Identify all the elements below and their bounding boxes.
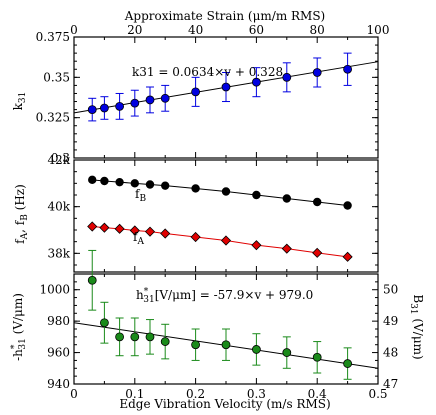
h31-point xyxy=(100,318,109,328)
top-tick-label: 60 xyxy=(249,23,264,37)
fB-line xyxy=(92,179,348,206)
fB-point xyxy=(343,201,352,210)
fB-point xyxy=(313,197,322,207)
h31-annotation: h* 31[V/μm] = -57.9×v + 979.0 xyxy=(136,287,313,305)
y2-tick-label: 49 xyxy=(383,314,398,328)
h31-point xyxy=(87,275,97,285)
fA-point xyxy=(114,223,125,234)
y-tick-label: 38k xyxy=(47,246,70,260)
fB-label: fB xyxy=(135,187,146,204)
fA-point xyxy=(190,231,201,243)
fB-point xyxy=(191,184,200,193)
h31-point xyxy=(312,352,322,362)
tick-labels: 0 0.1 0.2 0.3 0.4 0.5 0 20 40 60 80 100 0.3 0.325 0.35… xyxy=(36,23,399,401)
fA-point xyxy=(144,226,156,237)
fA-point xyxy=(312,247,323,258)
k31-annotation: k31 = 0.0634×v + 0.328 xyxy=(132,65,283,79)
x-tick-label: 0.3 xyxy=(247,387,266,401)
k31-point xyxy=(160,93,170,103)
fB-point xyxy=(115,177,124,187)
y-tick-label: 0.35 xyxy=(43,70,70,84)
y2-tick-label: 47 xyxy=(383,377,398,391)
k31-ylabel: k31 xyxy=(11,92,28,111)
fA-point xyxy=(87,221,98,232)
x-tick-label: 0.5 xyxy=(368,387,387,401)
h31-point xyxy=(160,337,170,346)
k31-point xyxy=(221,82,231,92)
y-tick-label: 0.325 xyxy=(36,111,70,125)
y-tick-label: 0.3 xyxy=(51,151,70,165)
x-tick-label: 0 xyxy=(70,387,78,401)
k31-point xyxy=(251,77,261,87)
fB-point xyxy=(130,179,139,188)
fA-point xyxy=(99,222,110,233)
k31-point xyxy=(282,72,292,82)
k31-point xyxy=(145,95,155,105)
fA-point xyxy=(129,225,140,236)
fA-point xyxy=(160,228,171,239)
k31-point xyxy=(343,64,353,74)
top-tick-label: 80 xyxy=(310,23,325,37)
k31-point xyxy=(87,105,97,114)
top-tick-label: 0 xyxy=(70,23,78,37)
h31-point xyxy=(191,340,201,350)
fB-point xyxy=(100,176,109,186)
x-axis-title: Edge Vibration Velocity (m/s RMS) xyxy=(119,397,330,411)
B31-ylabel: B31 (V/μm) xyxy=(408,294,425,359)
top-tick-label: 20 xyxy=(127,23,142,37)
y2-tick-label: 50 xyxy=(383,283,398,297)
k31-point xyxy=(100,103,109,113)
k31-point xyxy=(312,68,322,77)
h31-point xyxy=(130,332,140,342)
k31-point xyxy=(191,87,201,97)
top-axis-title: Approximate Strain (μm/m RMS) xyxy=(124,9,326,23)
fA-label: fA xyxy=(133,230,144,247)
fA-point xyxy=(342,251,353,262)
x-tick-label: 0.4 xyxy=(308,387,327,401)
h31-point xyxy=(221,340,231,350)
fA-point xyxy=(220,235,232,246)
y-tick-label: 940 xyxy=(47,377,70,391)
h31-point xyxy=(343,359,353,368)
y-tick-label: 960 xyxy=(47,346,70,360)
top-tick-label: 40 xyxy=(188,23,203,37)
fB-point xyxy=(252,190,261,200)
y-tick-label: 40k xyxy=(47,200,70,214)
freq-ylabel: fA, fB (Hz) xyxy=(13,184,30,244)
k31-point xyxy=(130,98,140,108)
y-tick-label: 1000 xyxy=(39,283,70,297)
fB-point xyxy=(160,181,170,190)
y-tick-label: 42k xyxy=(47,153,70,167)
h31-point xyxy=(251,345,261,354)
h31-point xyxy=(115,332,124,342)
data-marks xyxy=(87,52,353,380)
fA-point xyxy=(251,240,262,251)
h31-point xyxy=(145,332,155,342)
top-tick-label: 100 xyxy=(367,23,390,37)
h31-ylabel: -h*31 (V/μm) xyxy=(10,293,28,361)
fA-point xyxy=(281,243,292,254)
h31-point xyxy=(282,348,292,357)
y-tick-label: 0.375 xyxy=(36,30,70,44)
axis-ticks xyxy=(73,36,379,385)
k31-point xyxy=(115,101,124,111)
fB-point xyxy=(221,187,231,196)
fB-point xyxy=(145,180,155,189)
fB-point xyxy=(282,194,291,203)
fB-point xyxy=(88,175,97,185)
x-tick-label: 0.2 xyxy=(186,387,205,401)
x-tick-label: 0.1 xyxy=(125,387,144,401)
y-tick-label: 980 xyxy=(47,314,70,328)
y2-tick-label: 48 xyxy=(383,346,398,360)
